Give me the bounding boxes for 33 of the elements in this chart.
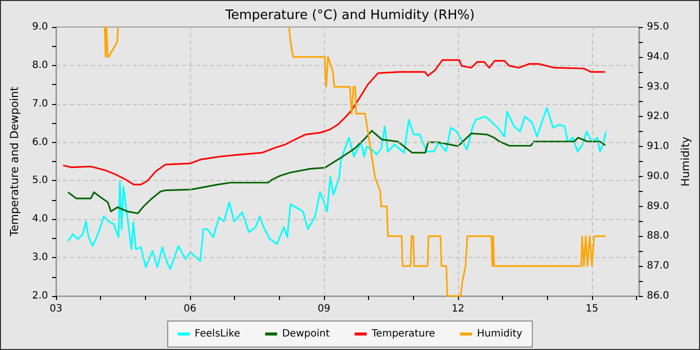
x-tick-label: 12 <box>452 304 464 314</box>
line-series <box>67 130 606 214</box>
y2-tick-label: 87.0 <box>646 260 670 272</box>
x-tick-label: 09 <box>318 304 330 314</box>
y2-tick-label: 93.0 <box>646 81 670 92</box>
x-tick-label: 03 <box>50 304 62 314</box>
y2-tick-label: 90.0 <box>646 170 670 182</box>
x-tick-label: 06 <box>184 304 196 314</box>
chart-title: Temperature (°C) and Humidity (RH%) <box>224 8 475 23</box>
y2-tick-label: 92.0 <box>646 111 670 122</box>
y2-tick-label: 89.0 <box>646 200 670 212</box>
x-tick-label: 15 <box>586 304 598 314</box>
y2-tick-label: 94.0 <box>646 51 670 62</box>
y-tick-label: 3.0 <box>32 252 48 264</box>
line-series <box>67 106 607 270</box>
legend-label: Dewpoint <box>282 328 330 340</box>
y-tick-label: 5.0 <box>32 175 48 186</box>
y-tick-label: 4.0 <box>32 214 48 225</box>
y2-tick-label: 95.0 <box>646 22 670 32</box>
y2-tick-label: 91.0 <box>646 141 670 152</box>
y-tick-label: 8.0 <box>32 60 48 71</box>
y-tick-label: 6.0 <box>32 136 48 148</box>
y-axis-title: Temperature and Dewpoint <box>8 86 21 238</box>
legend-label: Humidity <box>476 328 522 340</box>
y2-tick-label: 86.0 <box>646 290 670 302</box>
y-tick-label: 9.0 <box>32 22 48 32</box>
y-tick-label: 7.0 <box>32 98 48 110</box>
y2-tick-label: 88.0 <box>646 230 670 242</box>
y2-axis-title: Humidity <box>679 136 692 186</box>
legend-label: Temperature <box>370 328 435 340</box>
line-series <box>62 59 606 186</box>
legend-label: FeelsLike <box>194 328 240 340</box>
y-tick-label: 2.0 <box>32 290 48 302</box>
